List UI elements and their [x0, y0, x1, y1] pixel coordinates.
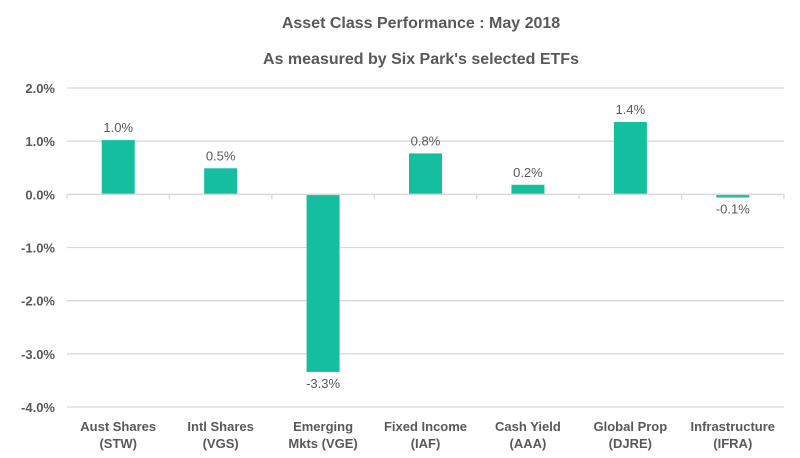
- x-tick-label: (DJRE): [609, 436, 652, 451]
- x-tick-label: Cash Yield: [495, 419, 561, 434]
- chart-title: Asset Class Performance : May 2018: [282, 15, 560, 32]
- x-tick-label: Mkts (VGE): [288, 436, 357, 451]
- bar: [511, 184, 545, 195]
- bar: [204, 168, 238, 195]
- y-tick-label: 1.0%: [25, 134, 55, 149]
- bar: [101, 140, 135, 195]
- x-tick-label: Infrastructure: [691, 419, 776, 434]
- bar: [409, 153, 442, 195]
- data-label: -0.1%: [716, 202, 750, 217]
- chart-subtitle: As measured by Six Park's selected ETFs: [263, 51, 579, 68]
- x-tick-label: Aust Shares: [80, 419, 156, 434]
- bar: [613, 122, 647, 195]
- bar: [306, 194, 340, 372]
- gridlines: [67, 87, 784, 408]
- data-label: 1.4%: [616, 102, 646, 117]
- x-tick-label: (IFRA): [713, 436, 752, 451]
- data-label: 0.2%: [513, 165, 543, 180]
- x-tick-label: (STW): [99, 436, 137, 451]
- x-tick-label: Fixed Income: [384, 419, 467, 434]
- x-tick-label: Emerging: [293, 419, 353, 434]
- data-label: 0.5%: [206, 148, 236, 163]
- y-tick-label: -4.0%: [21, 400, 55, 415]
- y-tick-label: 0.0%: [25, 187, 55, 202]
- x-axis: Aust Shares (STW) Intl Shares (VGS) Emerging…: [66, 193, 785, 451]
- data-label: 0.8%: [411, 133, 441, 148]
- data-label: -3.3%: [306, 376, 340, 391]
- x-tick-label: (VGS): [203, 436, 239, 451]
- y-tick-label: -3.0%: [21, 347, 55, 362]
- y-tick-label: -2.0%: [21, 294, 55, 309]
- data-label: 1.0%: [103, 120, 133, 135]
- y-tick-label: -1.0%: [21, 241, 55, 256]
- x-tick-label: Global Prop: [594, 419, 668, 434]
- bars: 1.0% 0.5% -3.3% 0.8% 0.2% 1.4% -0.1%: [101, 102, 750, 391]
- x-tick-label: (AAA): [510, 436, 547, 451]
- y-axis: 2.0% 1.0% 0.0% -1.0% -2.0% -3.0% -4.0%: [21, 81, 55, 415]
- x-tick-label: Intl Shares: [187, 419, 253, 434]
- x-tick-label: (IAF): [411, 436, 441, 451]
- y-tick-label: 2.0%: [25, 81, 55, 96]
- bar: [716, 194, 750, 198]
